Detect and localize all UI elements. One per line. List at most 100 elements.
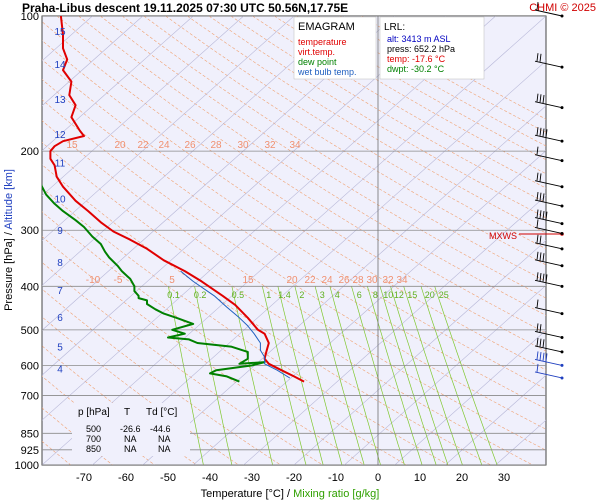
lrl-altitude: alt: 3413 m ASL	[387, 34, 451, 44]
wind-barb-flag	[536, 351, 539, 360]
temperature-tick-label: 0	[375, 472, 381, 484]
wind-barb-flag	[542, 339, 545, 348]
pressure-tick-label: 100	[21, 11, 39, 23]
dry-adiabat	[42, 187, 449, 465]
altitude-tick-label: 11	[55, 159, 66, 170]
adiabat-label-lower: 5	[169, 275, 175, 286]
temperature-tick-label: -20	[286, 472, 302, 484]
chart-credit: CHMI © 2025	[529, 2, 596, 14]
wind-barb	[534, 363, 564, 380]
skew-guide-line	[42, 16, 546, 465]
wind-barb	[534, 146, 564, 163]
table-header-p: p [hPa]	[78, 407, 110, 418]
wind-barb	[534, 1, 564, 18]
wind-barb	[534, 272, 564, 288]
dry-adiabat	[165, 16, 546, 250]
skew-guide-line	[42, 16, 446, 376]
table-cell: NA	[124, 434, 137, 444]
wind-barb-shaft	[534, 60, 563, 68]
lrl-title: LRL:	[384, 22, 405, 33]
adiabat-label-lower: -5	[114, 275, 123, 286]
adiabat-label-lower: -10	[86, 275, 101, 286]
wind-barb-shaft	[534, 9, 563, 17]
skew-guide-line	[42, 16, 143, 107]
wind-barb-flag	[542, 128, 545, 137]
wind-barb-flag	[536, 299, 539, 308]
wind-barb	[534, 299, 564, 316]
table-header-t: T	[124, 407, 130, 418]
adiabat-label-lower: 22	[304, 275, 316, 286]
legend-item-temperature: temperature	[298, 37, 347, 47]
wind-barb-shaft	[534, 154, 563, 162]
skew-guide-line	[142, 105, 546, 465]
wind-barb	[534, 234, 564, 251]
adiabat-label-lower: 20	[286, 275, 298, 286]
wind-barb-dot	[560, 284, 564, 288]
legend-item-dew-point: dew point	[298, 57, 337, 67]
wind-barb-dot	[560, 159, 564, 163]
skew-guide-line	[42, 16, 295, 241]
adiabat-label-upper: 15	[66, 140, 78, 151]
skew-guide-line	[193, 150, 546, 465]
dry-adiabat	[56, 16, 546, 334]
wind-barb	[534, 323, 564, 339]
adiabat-label-upper: 28	[210, 140, 222, 151]
mixing-ratio-label: 0.1	[167, 290, 180, 300]
values-table-box	[72, 403, 190, 456]
dry-adiabat	[42, 211, 407, 465]
wind-barb-flag	[539, 235, 542, 244]
y-axis-title-altitude: Altitude [km]	[3, 169, 15, 230]
wind-barb-flag	[539, 210, 542, 219]
wind-barb-shaft	[534, 279, 563, 287]
table-cell: 850	[86, 444, 101, 454]
wind-barb	[534, 172, 564, 189]
wind-barb	[534, 93, 564, 110]
mixing-ratio-label: 2	[299, 290, 304, 300]
lrl-dewpoint: dwpt: -30.2 °C	[387, 64, 445, 74]
series-line-temperature	[49, 16, 305, 383]
legend-item-wet-bulb: wet bulb temp.	[297, 67, 357, 77]
svg-text:Pressure [hPa] / Altitu: Pressure [hPa] / Altitude [km]	[3, 169, 15, 311]
table-cell: -44.6	[150, 424, 171, 434]
skew-guide-line	[42, 16, 244, 197]
wind-barb-flag	[536, 191, 539, 201]
temperature-tick-label: 20	[456, 472, 468, 484]
pressure-tick-label: 600	[21, 360, 39, 372]
wind-barb	[534, 191, 564, 208]
wind-barb-flag	[539, 94, 542, 103]
legend-item-virt-temp: virt.temp.	[298, 47, 335, 57]
dry-adiabat	[78, 16, 546, 316]
skew-guide-line	[445, 374, 546, 465]
wind-barb-dot	[560, 106, 564, 110]
wind-barb-shaft	[534, 227, 563, 234]
table-cell: 700	[86, 434, 101, 444]
wind-barb-dot	[560, 312, 564, 316]
adiabat-label-upper: 20	[114, 140, 126, 151]
wind-barb-flag	[536, 272, 539, 281]
wind-barb-flag	[536, 209, 539, 218]
wind-barb-flag	[536, 323, 539, 332]
adiabat-label-upper: 34	[289, 140, 301, 151]
altitude-tick-label: 9	[57, 226, 63, 237]
wind-barb	[534, 219, 564, 235]
wind-barb-flag	[545, 353, 548, 362]
altitude-tick-label: 6	[57, 313, 63, 324]
wind-barb	[534, 209, 564, 226]
altitude-tick-label: 10	[54, 195, 66, 206]
wind-barb-dot	[560, 185, 564, 189]
altitude-tick-label: 8	[57, 258, 63, 269]
wind-barb-dot	[560, 247, 564, 251]
wind-barb-flag	[536, 251, 539, 260]
altitude-tick-label: 15	[54, 27, 66, 38]
wind-barb-shaft	[534, 345, 563, 353]
wind-barb-flag	[542, 210, 545, 220]
wind-barb-flag	[536, 127, 539, 136]
adiabat-label-lower: 32	[382, 275, 394, 286]
legend-title: EMAGRAM	[298, 21, 355, 33]
table-cell: -26.6	[120, 424, 141, 434]
wind-barb-flag	[536, 53, 539, 62]
dry-adiabat	[100, 16, 546, 299]
wind-barb-shaft	[534, 259, 563, 267]
wind-barb	[534, 251, 564, 268]
lrl-temperature: temp: -17.6 °C	[387, 54, 446, 64]
